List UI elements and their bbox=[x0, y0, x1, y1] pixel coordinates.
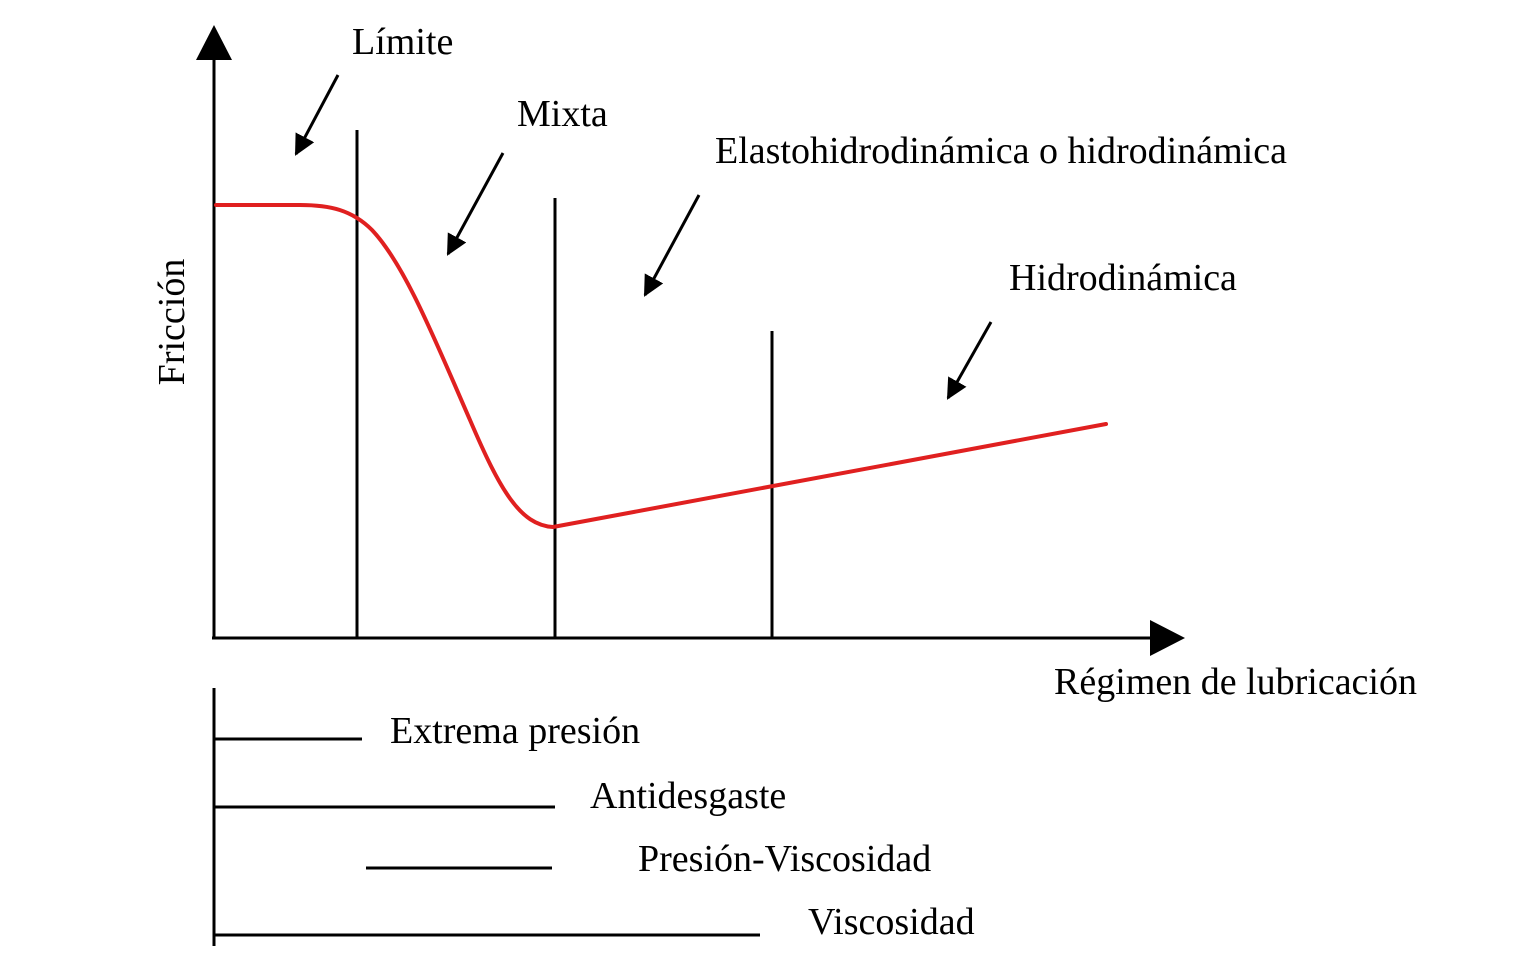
additive-chart: Extrema presión Antidesgaste Presión-Vis… bbox=[212, 688, 975, 946]
regime-label-mixed: Mixta bbox=[517, 93, 608, 135]
y-axis-label: Fricción bbox=[151, 259, 193, 386]
regime-labels: Límite Mixta Elastohidrodinámica o hidro… bbox=[294, 21, 1287, 400]
axes: Fricción Régimen de lubricación bbox=[151, 25, 1417, 703]
pointer-ehl bbox=[643, 194, 701, 297]
x-axis-arrowhead bbox=[1150, 620, 1185, 656]
pointer-mixed bbox=[446, 152, 505, 256]
regime-dividers bbox=[355, 130, 774, 638]
additive-label-pressure-viscosity: Presión-Viscosidad bbox=[638, 838, 931, 880]
additive-label-extreme-pressure: Extrema presión bbox=[390, 710, 640, 752]
additive-label-viscosity: Viscosidad bbox=[808, 901, 975, 943]
pointer-limit bbox=[294, 74, 340, 156]
pointer-hydro bbox=[946, 321, 993, 400]
additive-label-antiwear: Antidesgaste bbox=[590, 775, 786, 817]
regime-label-hydro: Hidrodinámica bbox=[1009, 257, 1237, 299]
y-axis-arrowhead bbox=[196, 25, 232, 60]
regime-label-limit: Límite bbox=[352, 21, 453, 63]
friction-curve bbox=[214, 203, 1108, 529]
x-axis-label: Régimen de lubricación bbox=[1054, 661, 1417, 703]
regime-label-ehl: Elastohidrodinámica o hidrodinámica bbox=[715, 130, 1287, 172]
